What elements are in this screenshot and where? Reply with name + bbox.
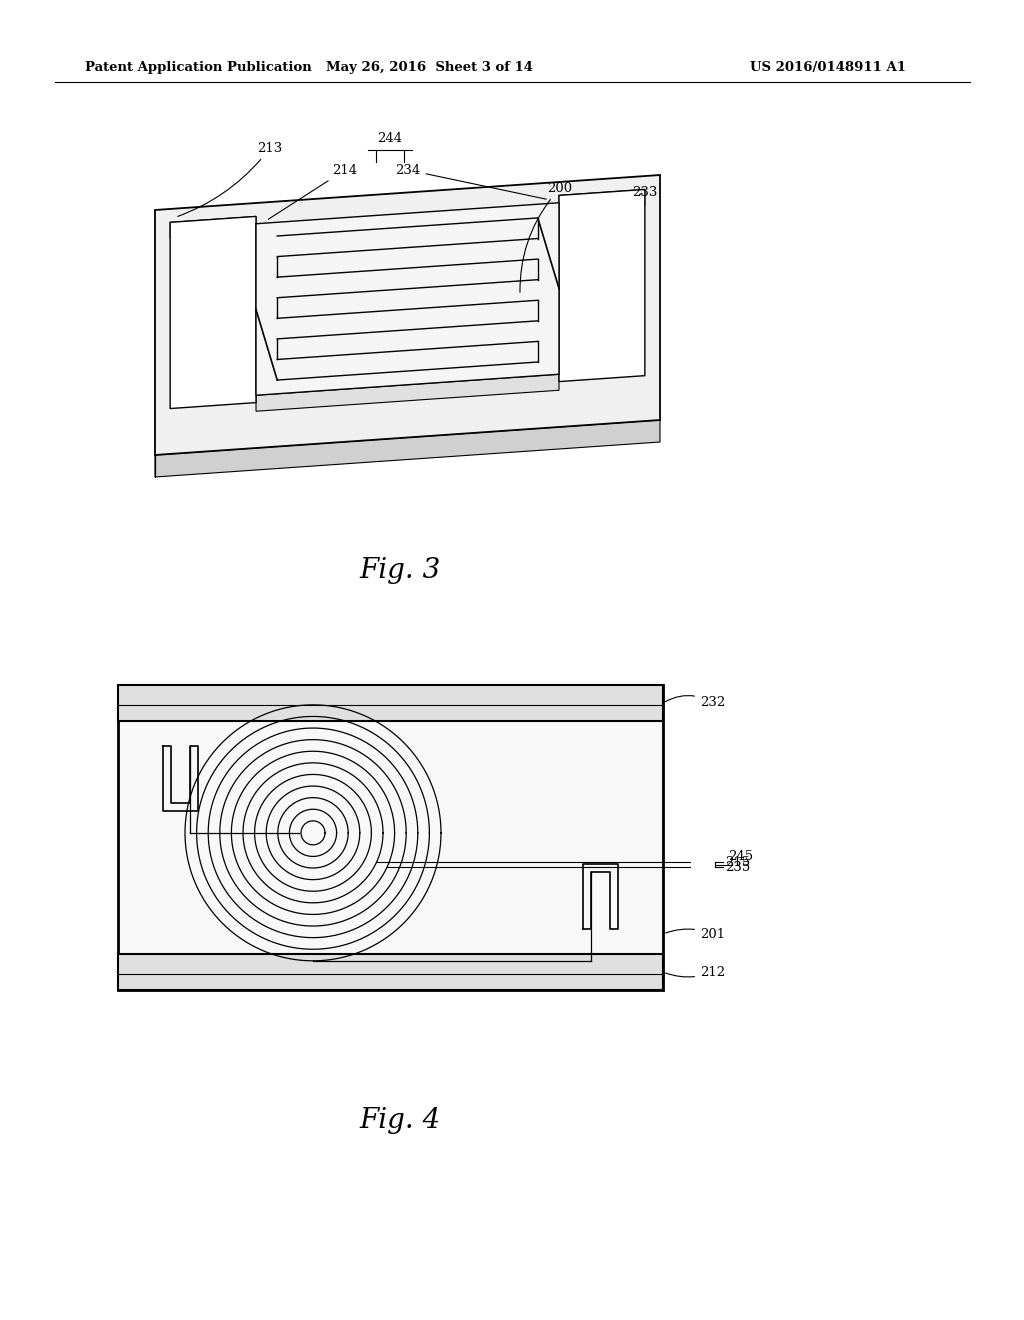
Text: US 2016/0148911 A1: US 2016/0148911 A1	[750, 62, 906, 74]
Bar	[118, 685, 663, 990]
Text: Fig. 4: Fig. 4	[359, 1106, 440, 1134]
Text: Patent Application Publication: Patent Application Publication	[85, 62, 311, 74]
Polygon shape	[155, 420, 660, 477]
Text: 245: 245	[728, 850, 753, 863]
Polygon shape	[256, 375, 559, 412]
Polygon shape	[559, 190, 645, 381]
Text: 233: 233	[632, 186, 657, 199]
Bar	[118, 954, 663, 990]
Polygon shape	[163, 746, 198, 810]
Text: 215: 215	[725, 855, 751, 869]
Text: 201: 201	[666, 928, 725, 940]
Text: Fig. 3: Fig. 3	[359, 557, 440, 583]
Polygon shape	[170, 216, 256, 239]
Polygon shape	[256, 203, 559, 395]
Text: 200: 200	[520, 181, 572, 292]
Text: 235: 235	[725, 861, 751, 874]
Text: 214: 214	[268, 164, 357, 219]
Text: 232: 232	[666, 696, 725, 710]
Text: 213: 213	[178, 141, 283, 216]
Polygon shape	[170, 216, 256, 409]
Text: 234: 234	[395, 164, 546, 199]
Polygon shape	[583, 865, 618, 929]
Text: 244: 244	[378, 132, 402, 144]
Bar	[118, 685, 663, 721]
Text: May 26, 2016  Sheet 3 of 14: May 26, 2016 Sheet 3 of 14	[327, 62, 534, 74]
Text: 212: 212	[666, 965, 725, 978]
Polygon shape	[155, 176, 660, 455]
Polygon shape	[559, 190, 645, 211]
